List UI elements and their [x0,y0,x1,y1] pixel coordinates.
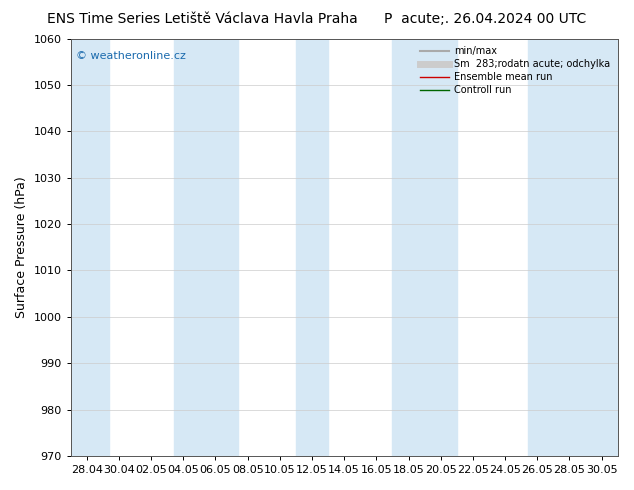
Bar [560,39,618,456]
Bar [71,39,109,456]
Text: ENS Time Series Letiště Václava Havla Praha      P  acute;. 26.04.2024 00 UTC: ENS Time Series Letiště Václava Havla Pr… [48,12,586,26]
Bar [392,39,456,456]
Bar [174,39,238,456]
Bar [296,39,328,456]
Bar [527,39,560,456]
Text: © weatheronline.cz: © weatheronline.cz [76,51,186,61]
Legend: min/max, Sm  283;rodatn acute; odchylka, Ensemble mean run, Controll run: min/max, Sm 283;rodatn acute; odchylka, … [417,44,613,98]
Y-axis label: Surface Pressure (hPa): Surface Pressure (hPa) [15,176,28,318]
